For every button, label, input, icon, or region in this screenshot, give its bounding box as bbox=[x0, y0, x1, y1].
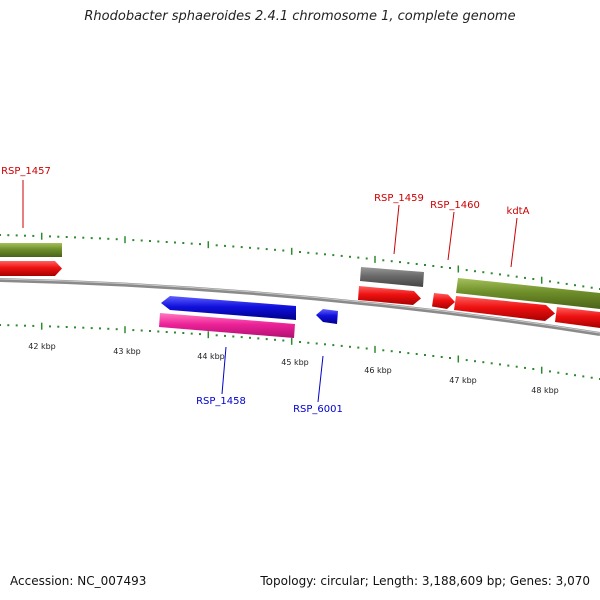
tick-label-47: 47 kbp bbox=[449, 376, 477, 385]
map-title: Rhodobacter sphaeroides 2.4.1 chromosome… bbox=[84, 9, 516, 24]
tick-label-48: 48 kbp bbox=[531, 386, 559, 395]
feature-cds-rsp1460[interactable] bbox=[432, 293, 455, 309]
tick-label-45: 45 kbp bbox=[281, 358, 309, 367]
tick-row-upper bbox=[0, 232, 600, 290]
feature-gene-kdta[interactable] bbox=[456, 278, 600, 309]
accession-text: Accession: NC_007493 bbox=[10, 574, 147, 588]
tick-label-42: 42 kbp bbox=[28, 342, 56, 351]
feature-cds-next[interactable] bbox=[555, 307, 600, 328]
gene-label-rsp1458[interactable]: RSP_1458 bbox=[196, 396, 246, 407]
feature-cds-rsp1457[interactable] bbox=[0, 261, 62, 276]
gene-label-rsp6001[interactable]: RSP_6001 bbox=[293, 404, 343, 415]
gene-label-rsp1457[interactable]: RSP_1457 bbox=[1, 166, 51, 177]
feature-cds-kdta[interactable] bbox=[454, 296, 555, 321]
feature-cds-rsp1458[interactable] bbox=[161, 296, 296, 320]
feature-gene-rsp1457[interactable] bbox=[0, 243, 62, 257]
tick-label-46: 46 kbp bbox=[364, 366, 392, 375]
scale-labels: 42 kbp 43 kbp 44 kbp 45 kbp 46 kbp 47 kb… bbox=[28, 342, 559, 395]
gene-leader-lines bbox=[22, 180, 518, 403]
tick-label-43: 43 kbp bbox=[113, 347, 141, 356]
tick-label-44: 44 kbp bbox=[197, 352, 225, 361]
tick-row-lower bbox=[0, 322, 600, 380]
feature-cds-rsp1459[interactable] bbox=[358, 286, 421, 305]
gene-label-kdta[interactable]: kdtA bbox=[507, 206, 530, 217]
genome-summary-text: Topology: circular; Length: 3,188,609 bp… bbox=[260, 574, 590, 588]
gene-label-rsp1459[interactable]: RSP_1459 bbox=[374, 193, 424, 204]
chromosome-backbone bbox=[0, 278, 600, 336]
feature-gene-rsp1458[interactable] bbox=[159, 313, 295, 338]
feature-cds-rsp6001[interactable] bbox=[316, 309, 338, 324]
feature-gene-rsp1459[interactable] bbox=[360, 267, 424, 287]
gene-label-rsp1460[interactable]: RSP_1460 bbox=[430, 200, 480, 211]
chromosome-backbone-highlight bbox=[0, 278, 600, 334]
